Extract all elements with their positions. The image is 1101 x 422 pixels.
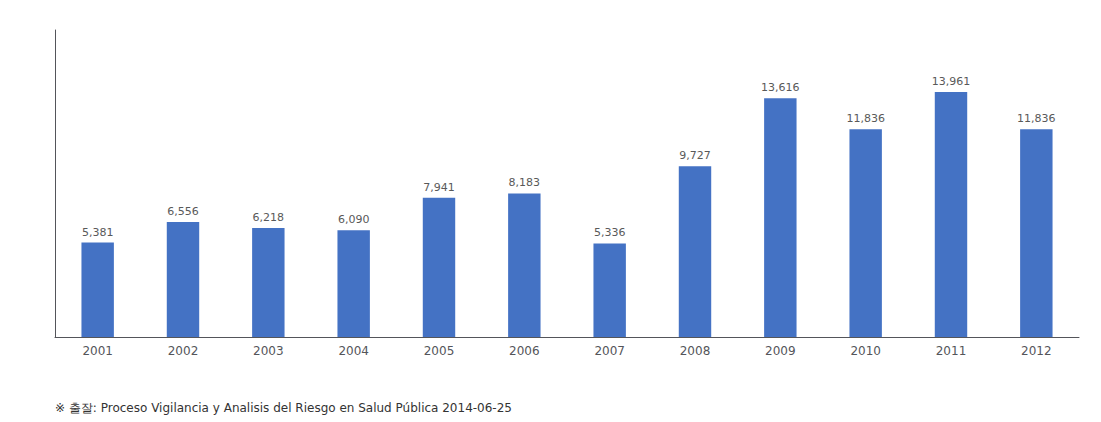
svg-text:5,336: 5,336 <box>594 226 626 239</box>
svg-text:2007: 2007 <box>594 344 625 358</box>
svg-text:2010: 2010 <box>850 344 881 358</box>
svg-text:6,090: 6,090 <box>338 213 370 226</box>
svg-text:13,616: 13,616 <box>761 81 800 94</box>
svg-text:2001: 2001 <box>82 344 113 358</box>
svg-text:11,836: 11,836 <box>846 112 885 125</box>
svg-text:2008: 2008 <box>680 344 711 358</box>
svg-text:2002: 2002 <box>168 344 199 358</box>
svg-text:2004: 2004 <box>338 344 369 358</box>
svg-text:2012: 2012 <box>1021 344 1052 358</box>
svg-text:5,381: 5,381 <box>82 226 114 239</box>
svg-text:8,183: 8,183 <box>509 176 541 189</box>
svg-text:2009: 2009 <box>765 344 796 358</box>
svg-text:※ 출잘: Proceso Vigilancia y Ana: ※ 출잘: Proceso Vigilancia y Analisis del … <box>55 401 512 415</box>
svg-text:6,218: 6,218 <box>253 211 285 224</box>
svg-text:7,941: 7,941 <box>423 181 455 194</box>
svg-text:2011: 2011 <box>936 344 967 358</box>
svg-text:11,836: 11,836 <box>1017 112 1056 125</box>
svg-text:9,727: 9,727 <box>679 149 711 162</box>
svg-text:2006: 2006 <box>509 344 540 358</box>
svg-text:6,556: 6,556 <box>167 205 199 218</box>
svg-text:13,961: 13,961 <box>932 75 971 88</box>
svg-text:2005: 2005 <box>424 344 455 358</box>
svg-text:2003: 2003 <box>253 344 284 358</box>
